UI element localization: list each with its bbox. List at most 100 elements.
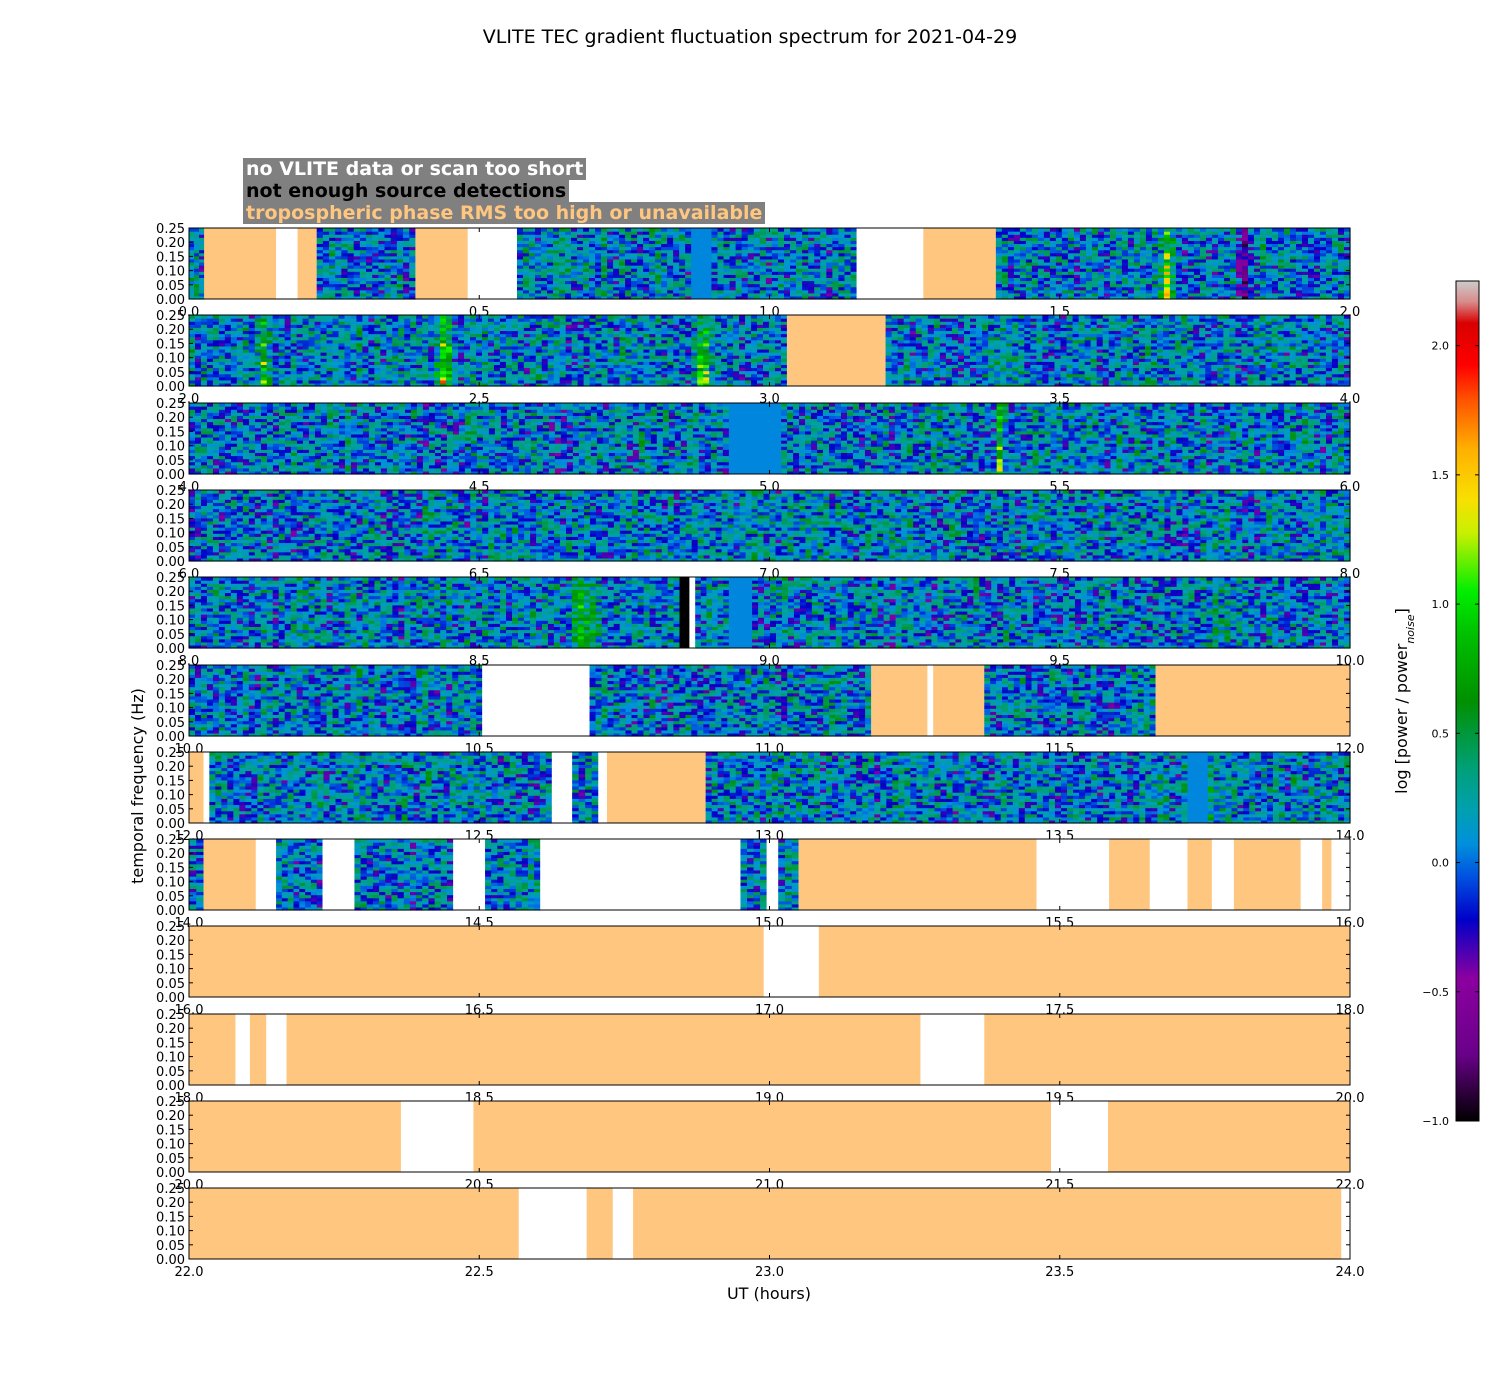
y-tick-label: 0.25 xyxy=(156,1095,185,1110)
tropospheric-block xyxy=(189,752,204,823)
y-tick-label: 0.25 xyxy=(156,222,185,237)
y-tick-label: 0.25 xyxy=(156,659,185,674)
tropospheric-block xyxy=(1109,839,1150,910)
no-data-block xyxy=(1051,1101,1108,1172)
y-tick-label: 0.20 xyxy=(156,673,185,688)
y-tick-label: 0.20 xyxy=(156,1196,185,1211)
spectrum-segment xyxy=(590,665,872,737)
spectrum-segment xyxy=(189,403,729,475)
spectrum-segment xyxy=(695,577,729,649)
tropospheric-block xyxy=(1322,839,1332,910)
y-tick-label: 0.05 xyxy=(156,803,185,818)
tropospheric-block xyxy=(1108,1101,1350,1172)
tropospheric-block xyxy=(607,752,706,823)
no-data-block xyxy=(256,839,277,910)
y-tick-label: 0.10 xyxy=(156,440,185,455)
no-data-block xyxy=(857,228,924,299)
y-tick-label: 0.10 xyxy=(156,614,185,629)
y-tick-label: 0.15 xyxy=(156,337,185,352)
y-tick-label: 0.05 xyxy=(156,890,185,905)
spectrum-segment xyxy=(189,228,205,300)
colorbar-tick-label: 0.0 xyxy=(1432,857,1450,870)
y-tick-label: 0.10 xyxy=(156,963,185,978)
y-tick-label: 0.20 xyxy=(156,1022,185,1037)
y-tick-label: 0.05 xyxy=(156,366,185,381)
y-tick-label: 0.10 xyxy=(156,702,185,717)
spectrum-segment xyxy=(189,577,680,649)
y-tick-label: 0.05 xyxy=(156,1065,185,1080)
tropospheric-block xyxy=(287,1014,921,1085)
y-tick-label: 0.20 xyxy=(156,934,185,949)
no-data-block xyxy=(767,839,779,910)
y-tick-label: 0.05 xyxy=(156,628,185,643)
x-tick-label: 23.0 xyxy=(755,1265,784,1280)
tropospheric-block xyxy=(871,665,928,736)
y-tick-label: 0.05 xyxy=(156,454,185,469)
no-data-block xyxy=(1301,839,1323,910)
x-axis-label: UT (hours) xyxy=(727,1284,811,1303)
spectrum-segment xyxy=(189,490,1351,562)
y-tick-label: 0.15 xyxy=(156,1123,185,1138)
spectrum-segment xyxy=(189,315,788,387)
spectrum-segment xyxy=(706,752,1188,824)
no-data-block xyxy=(1150,839,1188,910)
no-data-block xyxy=(1331,839,1350,910)
tropospheric-block xyxy=(587,1188,614,1259)
y-tick-label: 0.20 xyxy=(156,585,185,600)
no-data-block xyxy=(598,752,607,823)
y-tick-label: 0.15 xyxy=(156,425,185,440)
no-data-block xyxy=(235,1014,250,1085)
spectrum-segment xyxy=(781,403,1350,475)
y-tick-label: 0.15 xyxy=(156,512,185,527)
chart-title: VLITE TEC gradient fluctuation spectrum … xyxy=(483,26,1017,48)
y-tick-label: 0.25 xyxy=(156,1008,185,1023)
tropospheric-block xyxy=(415,228,468,299)
tropospheric-block xyxy=(984,1014,1350,1085)
y-tick-label: 0.20 xyxy=(156,847,185,862)
tropospheric-block xyxy=(250,1014,267,1085)
y-tick-label: 0.10 xyxy=(156,527,185,542)
no-detection-block xyxy=(680,577,690,648)
spectrum-segment xyxy=(711,228,857,300)
y-tick-label: 0.20 xyxy=(156,760,185,775)
tropospheric-block xyxy=(787,315,886,386)
y-tick-label: 0.15 xyxy=(156,250,185,265)
no-data-block xyxy=(482,665,590,736)
tropospheric-block xyxy=(819,926,1351,997)
uniform-spectrum-block xyxy=(729,577,753,648)
x-tick-label: 23.5 xyxy=(1045,1265,1074,1280)
no-data-block xyxy=(276,228,298,299)
spectrum-segment xyxy=(996,228,1351,300)
y-tick-label: 0.25 xyxy=(156,1182,185,1197)
uniform-spectrum-block xyxy=(691,228,712,299)
panel: 0.000.050.100.150.200.252.0 2.5 3.0 3.5 4.0 xyxy=(156,309,1360,407)
no-data-block xyxy=(453,839,485,910)
no-data-block xyxy=(204,752,210,823)
no-data-block xyxy=(1037,839,1110,910)
colorbar-label-end: ] xyxy=(1392,608,1411,614)
spectrum-segment xyxy=(886,315,1351,387)
x-tick-label: 24.0 xyxy=(1336,1265,1365,1280)
y-tick-label: 0.05 xyxy=(156,1239,185,1254)
no-data-block xyxy=(764,926,820,997)
y-tick-label: 0.05 xyxy=(156,977,185,992)
y-tick-label: 0.20 xyxy=(156,411,185,426)
tropospheric-block xyxy=(204,839,257,910)
tropospheric-block xyxy=(1234,839,1301,910)
spectrum-segment xyxy=(189,665,483,737)
colorbar: −1.0−0.50.00.51.01.52.0 log [power / pow… xyxy=(1392,281,1479,1128)
no-data-block xyxy=(519,1188,587,1259)
colorbar-tick-label: −1.0 xyxy=(1422,1115,1449,1128)
y-tick-label: 0.15 xyxy=(156,1036,185,1051)
colorbar-gradient xyxy=(1456,281,1479,1121)
spectrum-segment xyxy=(740,839,767,911)
no-data-block xyxy=(1341,1188,1350,1259)
y-tick-label: 0.15 xyxy=(156,861,185,876)
tropospheric-block xyxy=(473,1101,1051,1172)
no-data-block xyxy=(468,228,518,299)
no-data-block xyxy=(323,839,355,910)
y-tick-label: 0.15 xyxy=(156,1210,185,1225)
